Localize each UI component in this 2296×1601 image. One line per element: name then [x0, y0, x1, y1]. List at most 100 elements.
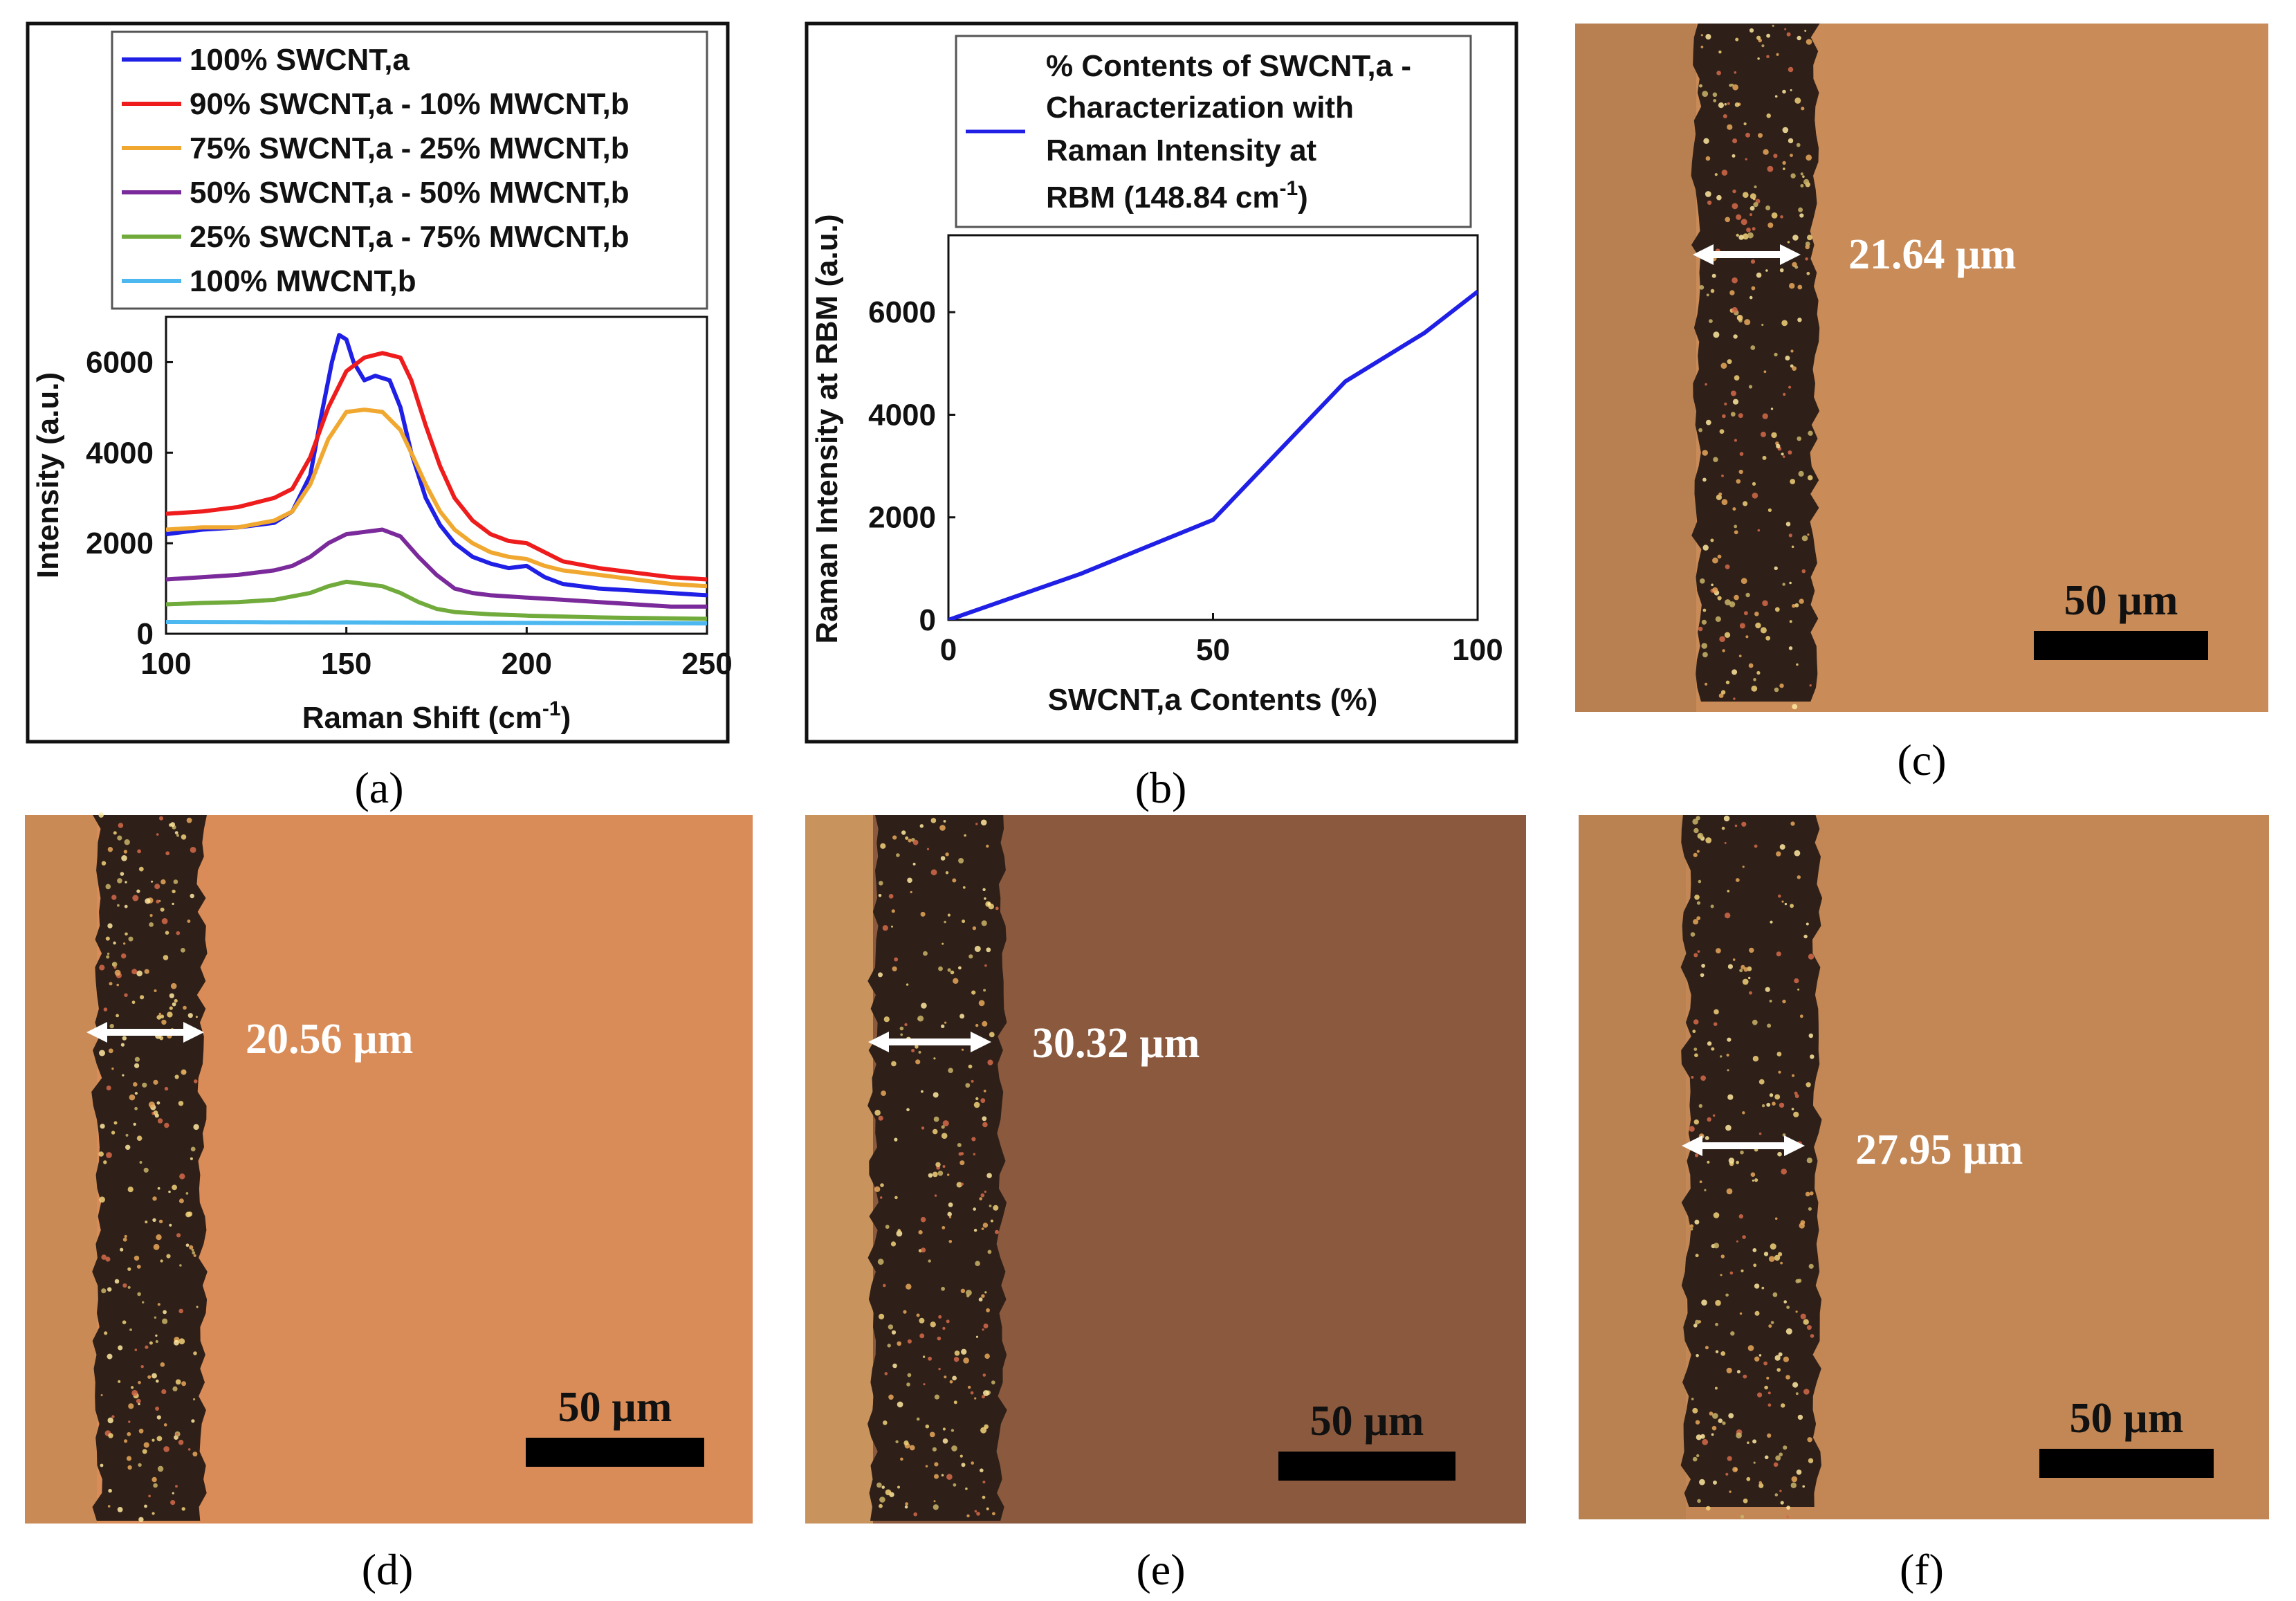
speckle [1786, 1306, 1790, 1309]
speckle [163, 1423, 167, 1427]
speckle [1689, 1224, 1694, 1228]
speckle [151, 1476, 157, 1483]
speckle [995, 1229, 999, 1234]
speckle [982, 888, 986, 892]
speckle [1785, 522, 1791, 527]
speckle [168, 1190, 171, 1193]
speckle [981, 1227, 984, 1230]
speckle [959, 1014, 965, 1019]
speckle [99, 1196, 106, 1203]
speckle [1797, 1141, 1803, 1147]
speckle [1767, 1403, 1772, 1407]
speckle [122, 1237, 127, 1242]
speckle [106, 1152, 112, 1158]
speckle [1702, 652, 1708, 658]
speckle [105, 936, 110, 941]
speckle [918, 1050, 921, 1054]
speckle [1716, 71, 1721, 75]
width-label: 21.64 µm [1848, 231, 2016, 278]
speckle [915, 1045, 919, 1049]
speckle [1801, 569, 1806, 574]
panel-b-ticks: 0 50 100 0 2000 4000 6000 [868, 295, 1503, 667]
speckle [1772, 1101, 1776, 1106]
speckle [1779, 683, 1784, 688]
speckle [941, 1133, 948, 1139]
speckle [124, 839, 130, 845]
speckle [125, 881, 127, 884]
speckle [103, 1160, 107, 1164]
speckle [151, 1373, 157, 1379]
speckle [1779, 1490, 1782, 1492]
speckle [196, 1306, 199, 1308]
speckle [185, 1243, 190, 1247]
speckle [1788, 533, 1792, 538]
speckle [1699, 1479, 1705, 1485]
speckle [973, 1101, 980, 1108]
speckle [1760, 627, 1767, 634]
a-ytick-label: 2000 [86, 527, 154, 560]
speckle [1705, 837, 1712, 843]
a-xtick-label: 200 [502, 647, 552, 681]
speckle [1743, 1374, 1747, 1379]
speckle [1798, 207, 1803, 212]
speckle [1700, 46, 1704, 48]
speckle [1789, 581, 1792, 585]
speckle [921, 1247, 926, 1253]
b-xtick-label: 100 [1452, 633, 1503, 667]
speckle [1710, 289, 1715, 293]
speckle [1732, 203, 1738, 210]
speckle [1696, 1454, 1700, 1458]
speckle [1747, 1441, 1749, 1444]
speckle [122, 1074, 125, 1077]
speckle [901, 830, 906, 835]
speckle [1735, 878, 1740, 882]
speckle [907, 1373, 912, 1378]
speckle [1774, 1094, 1781, 1100]
speckle [1762, 455, 1767, 460]
speckle [156, 1415, 161, 1420]
speckle [888, 1324, 894, 1330]
legend-entry: 75% SWCNT,a - 25% MWCNT,b [190, 131, 630, 165]
speckle [158, 1219, 163, 1224]
a-series-line-2 [166, 351, 707, 582]
speckle [1761, 1104, 1765, 1108]
speckle [1772, 24, 1774, 27]
speckle [1742, 233, 1749, 240]
speckle [892, 835, 897, 840]
speckle [185, 1192, 189, 1195]
speckle [1810, 1191, 1814, 1196]
speckle [1719, 429, 1725, 434]
speckle [1774, 566, 1778, 570]
speckle [1732, 669, 1738, 675]
speckle [1732, 958, 1736, 961]
speckle [1713, 1243, 1720, 1249]
speckle [1727, 359, 1732, 365]
speckle [1797, 875, 1801, 879]
speckle [172, 1386, 178, 1391]
legend-box-b [955, 35, 1472, 228]
speckle [134, 1255, 140, 1261]
speckle [1781, 900, 1784, 903]
speckle [1783, 392, 1786, 396]
speckle [897, 1229, 901, 1232]
speckle [1799, 1223, 1805, 1229]
speckle [176, 931, 181, 935]
speckle [935, 1162, 941, 1168]
speckle [1694, 895, 1700, 900]
speckle [1715, 1350, 1719, 1353]
speckle [1716, 494, 1722, 500]
speckle [129, 1328, 132, 1331]
speckle [952, 1375, 957, 1381]
a-xtick-label: 100 [140, 647, 191, 681]
speckle [890, 1241, 897, 1247]
speckle [1788, 646, 1793, 650]
speckle [154, 884, 160, 890]
speckle [1710, 538, 1714, 542]
speckle [1705, 682, 1708, 686]
legend-b-line4: RBM (148.84 cm-1) [1046, 177, 1308, 214]
speckle [1767, 222, 1774, 228]
speckle [1806, 1082, 1811, 1088]
speckle [111, 1067, 114, 1070]
speckle [1762, 600, 1768, 607]
speckle [106, 1086, 111, 1090]
